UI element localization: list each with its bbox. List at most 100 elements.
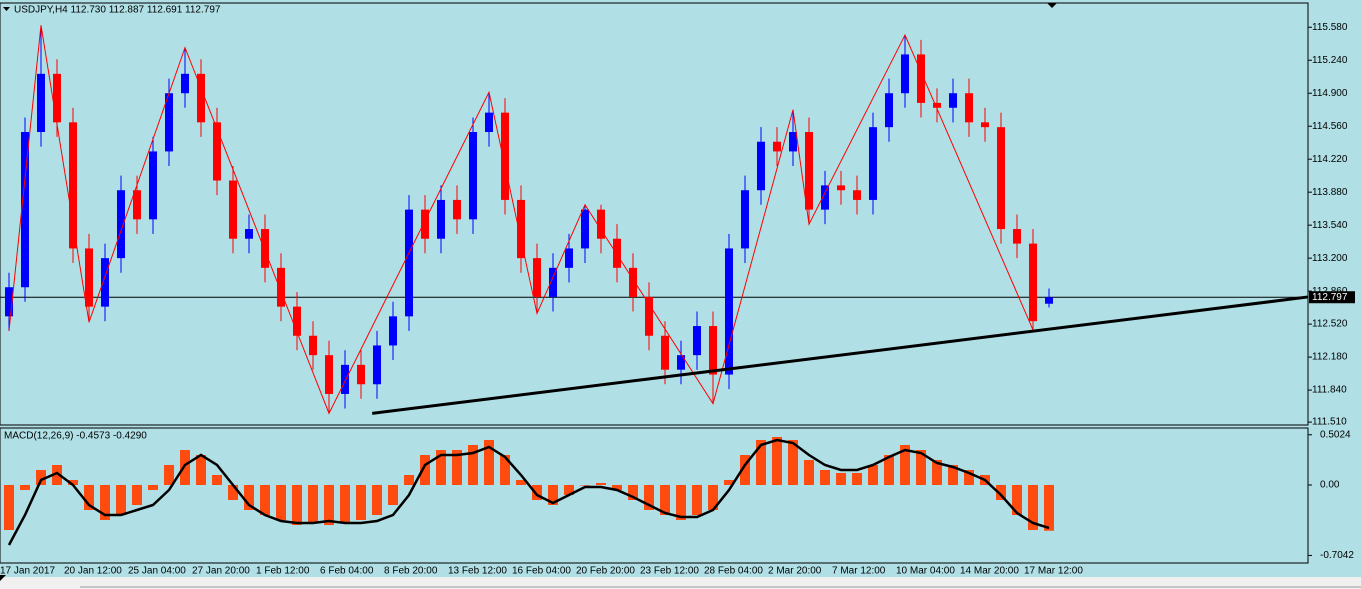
macd-bar [756, 440, 766, 485]
macd-bar [4, 485, 14, 530]
macd-bar [36, 470, 46, 485]
candle-body [453, 199, 461, 220]
macd-bar [916, 450, 926, 485]
candle-body [341, 364, 349, 394]
macd-bar [1028, 485, 1038, 530]
candle-body [629, 267, 637, 297]
macd-bar [180, 450, 190, 485]
candle-body [309, 335, 317, 356]
macd-bar [564, 485, 574, 495]
macd-bar [1012, 485, 1022, 515]
y-tick-label: 111.840 [1312, 385, 1347, 396]
macd-bar [1044, 485, 1054, 531]
x-tick-label: 17 Mar 12:00 [1024, 566, 1083, 577]
candle-body [741, 190, 749, 249]
candle-body [165, 93, 173, 152]
candle-body [981, 122, 989, 128]
candle-body [773, 141, 781, 152]
macd-bar [452, 450, 462, 485]
macd-bar [212, 475, 222, 485]
macd-bar [116, 485, 126, 515]
macd-bar [20, 485, 30, 490]
y-tick-label: 113.200 [1312, 253, 1348, 264]
price-panel-frame [0, 2, 1309, 426]
candle-body [837, 185, 845, 191]
y-tick-label: 113.880 [1312, 187, 1348, 198]
candle-body [965, 93, 973, 123]
macd-bar [228, 485, 238, 500]
candle-body [5, 287, 13, 317]
macd-bar [532, 485, 542, 500]
macd-bar [100, 485, 110, 520]
macd-bar [708, 485, 718, 510]
macd-bar [420, 455, 430, 485]
candle-body [245, 229, 253, 239]
candle-body [1029, 243, 1037, 322]
x-tick-label: 16 Feb 04:00 [512, 566, 571, 577]
macd-bar [548, 485, 558, 505]
macd-bar [788, 440, 798, 485]
macd-bar [516, 480, 526, 485]
macd-bar [164, 465, 174, 485]
y-tick-label: 112.520 [1312, 319, 1348, 330]
candle-body [805, 132, 813, 210]
x-tick-label: 10 Mar 04:00 [896, 566, 955, 577]
macd-bar [692, 485, 702, 515]
candle-body [101, 258, 109, 307]
candle-body [645, 296, 653, 336]
corner-marker [0, 575, 6, 581]
macd-bar [836, 473, 846, 485]
y-tick-label: 114.220 [1312, 154, 1348, 165]
macd-bar [884, 455, 894, 485]
candle-body [885, 93, 893, 128]
menu-arrow[interactable] [3, 7, 10, 11]
candle-body [869, 127, 877, 200]
candle-body [117, 190, 125, 259]
trend-line [372, 295, 1309, 415]
x-tick-label: 2 Mar 20:00 [768, 566, 822, 577]
macd-bar [596, 483, 606, 485]
candle-body [789, 132, 797, 152]
macd-bar [52, 465, 62, 485]
macd-title: MACD(12,26,9) -0.4573 -0.4290 [4, 431, 147, 442]
zigzag-line [8, 25, 1034, 415]
macd-bar [628, 485, 638, 500]
macd-bar [724, 480, 734, 485]
x-tick-label: 6 Feb 04:00 [320, 566, 374, 577]
macd-bar [388, 485, 398, 505]
macd-bar [68, 480, 78, 485]
current-price-label: 112.797 [1312, 292, 1348, 303]
macd-bar [804, 460, 814, 485]
candle-body [709, 326, 717, 375]
macd-bar [356, 485, 366, 520]
candle-body [389, 316, 397, 346]
x-tick-label: 20 Jan 12:00 [64, 566, 122, 577]
candle-body [613, 238, 621, 268]
candle-body [485, 112, 493, 133]
candle-body [373, 345, 381, 385]
macd-bar [644, 485, 654, 510]
candle-body [725, 248, 733, 375]
x-tick-label: 1 Feb 12:00 [256, 566, 310, 577]
x-tick-label: 17 Jan 2017 [0, 566, 55, 577]
x-tick-label: 14 Mar 20:00 [960, 566, 1019, 577]
y-tick-label: 113.540 [1312, 220, 1348, 231]
macd-bar [820, 470, 830, 485]
x-tick-label: 23 Feb 12:00 [640, 566, 699, 577]
macd-bar [436, 450, 446, 485]
candle-body [549, 267, 557, 297]
y2-tick-label: -0.7042 [1320, 550, 1354, 561]
scroll-strip [0, 577, 1361, 589]
x-tick-label: 8 Feb 20:00 [384, 566, 438, 577]
macd-bar [660, 485, 670, 515]
macd-bar [676, 485, 686, 520]
candle-body [229, 180, 237, 239]
y-tick-label: 114.560 [1312, 121, 1348, 132]
candle-body [933, 102, 941, 108]
y-tick-label: 111.510 [1312, 417, 1347, 428]
y-tick-label: 114.900 [1312, 88, 1348, 99]
candle-body [437, 199, 445, 239]
candle-body [661, 335, 669, 370]
candle-body [1013, 229, 1021, 244]
